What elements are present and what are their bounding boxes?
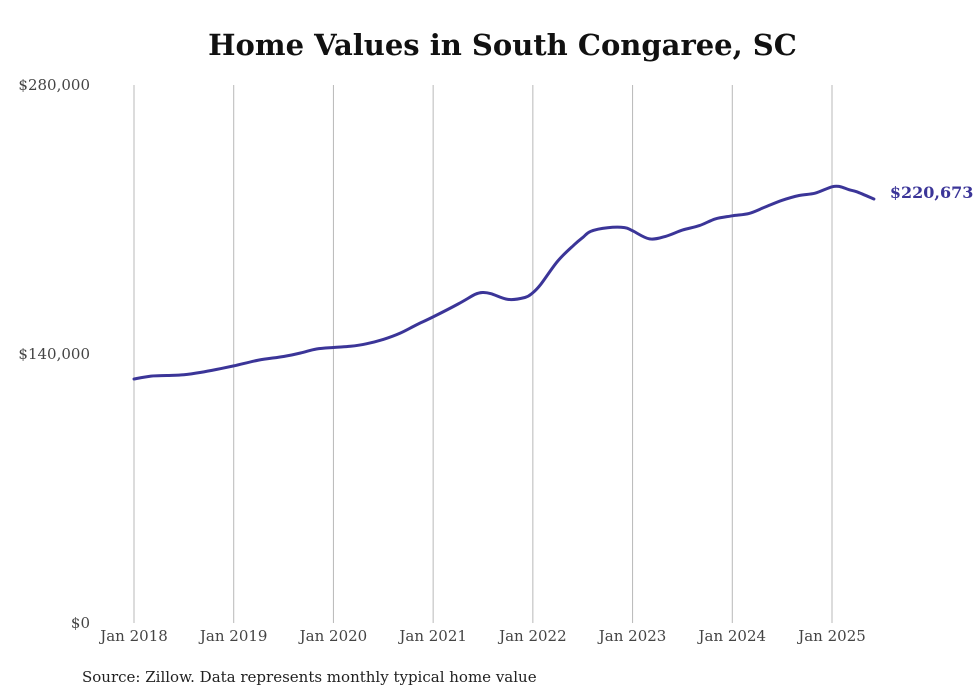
x-tick-label: Jan 2021 [397, 627, 467, 645]
end-value-label: $220,673 [890, 183, 974, 202]
x-tick-label: Jan 2023 [597, 627, 667, 645]
y-tick-label: $140,000 [18, 345, 90, 363]
y-tick-label: $280,000 [18, 76, 90, 94]
x-axis-labels: Jan 2018 Jan 2019 Jan 2020 Jan 2021 Jan 2022… [98, 627, 866, 645]
x-tick-label: Jan 2020 [298, 627, 368, 645]
x-tick-label: Jan 2018 [98, 627, 168, 645]
gridlines [133, 85, 833, 623]
series: $220,673 [132, 183, 974, 381]
x-tick-label: Jan 2019 [198, 627, 268, 645]
series-line-0 [132, 184, 876, 381]
y-axis-labels: $0 $140,000 $280,000 [18, 76, 90, 632]
y-tick-label: $0 [71, 614, 90, 632]
x-tick-label: Jan 2022 [497, 627, 567, 645]
source-note: Source: Zillow. Data represents monthly … [82, 668, 537, 686]
x-tick-label: Jan 2025 [796, 627, 866, 645]
chart-title: Home Values in South Congaree, SC [208, 28, 797, 62]
x-tick-label: Jan 2024 [697, 627, 767, 645]
